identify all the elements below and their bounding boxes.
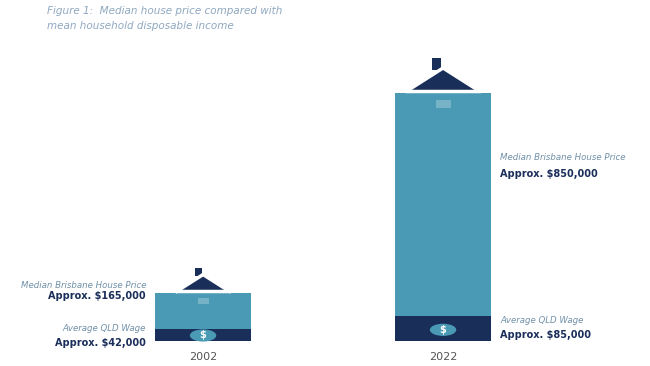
Text: $: $ bbox=[200, 330, 207, 340]
Bar bbox=[432, 59, 441, 70]
Bar bbox=[195, 268, 202, 276]
Bar bbox=[198, 298, 209, 304]
Bar bbox=[155, 329, 251, 341]
Text: Average QLD Wage: Average QLD Wage bbox=[500, 316, 584, 325]
Bar bbox=[416, 91, 470, 108]
Bar bbox=[183, 291, 223, 304]
Text: $: $ bbox=[439, 325, 447, 335]
Text: 2022: 2022 bbox=[429, 352, 457, 362]
Polygon shape bbox=[177, 274, 229, 291]
Text: Figure 1:  Median house price compared with
mean household disposable income: Figure 1: Median house price compared wi… bbox=[47, 6, 283, 31]
Bar bbox=[395, 316, 491, 341]
Text: Approx. $85,000: Approx. $85,000 bbox=[500, 330, 591, 340]
Text: Approx. $165,000: Approx. $165,000 bbox=[49, 291, 146, 302]
Circle shape bbox=[430, 324, 456, 336]
Text: Median Brisbane House Price: Median Brisbane House Price bbox=[21, 280, 146, 290]
Bar bbox=[436, 100, 450, 108]
Text: 2002: 2002 bbox=[189, 352, 217, 362]
Bar bbox=[395, 93, 491, 316]
Circle shape bbox=[190, 329, 216, 341]
Polygon shape bbox=[407, 68, 479, 91]
Text: Approx. $42,000: Approx. $42,000 bbox=[55, 339, 146, 348]
Bar bbox=[155, 293, 251, 329]
Text: Approx. $850,000: Approx. $850,000 bbox=[500, 169, 598, 179]
Text: Average QLD Wage: Average QLD Wage bbox=[62, 324, 146, 333]
Text: Median Brisbane House Price: Median Brisbane House Price bbox=[500, 153, 625, 163]
